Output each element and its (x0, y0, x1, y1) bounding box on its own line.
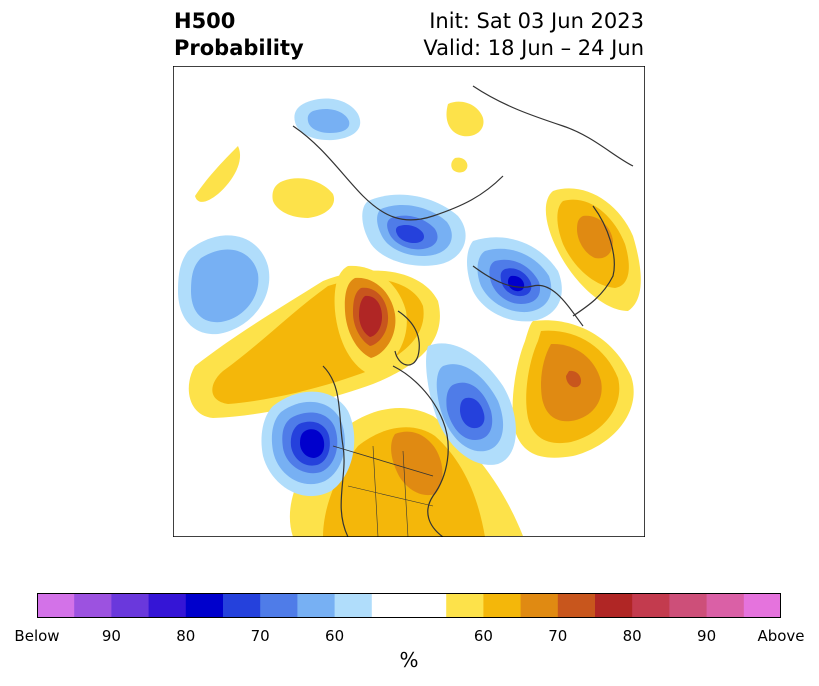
colorbar-frame (37, 593, 781, 618)
coastline-eurasia (472, 85, 634, 167)
border-us-canada (332, 445, 434, 477)
colorbar-tick-label: Below (14, 627, 60, 645)
colorbar-swatch (743, 593, 781, 618)
colorbar-tick-label: 60 (473, 627, 493, 645)
contour-above-80-north (359, 295, 382, 337)
colorbar-swatch (632, 593, 670, 618)
title-line-2: Probability (174, 36, 304, 60)
colorbar-tick-label: 70 (548, 627, 568, 645)
coastline-greenland (394, 310, 420, 366)
date-info: Init: Sat 03 Jun 2023 Valid: 18 Jun – 24… (423, 8, 644, 62)
colorbar-swatch (297, 593, 336, 618)
coastline-east (392, 365, 449, 537)
colorbar-swatch (483, 593, 522, 618)
contour-above-70-asia (577, 215, 613, 259)
colorbar-unit-label: % (399, 648, 419, 672)
colorbar-swatch (185, 593, 224, 618)
colorbar-swatch (706, 593, 745, 618)
coastline-asia (572, 205, 615, 317)
colorbar-swatch (334, 593, 373, 618)
colorbar-tick-label: Above (757, 627, 805, 645)
coastline-arctic (292, 125, 504, 221)
colorbar-swatch (557, 593, 596, 618)
contour-below-65-pacific (191, 249, 259, 323)
map-field (173, 66, 645, 537)
coastline-europe (472, 265, 584, 327)
valid-date-range: Valid: 18 Jun – 24 Jun (423, 36, 644, 60)
map-lines (292, 85, 634, 537)
colorbar-tick-label: 70 (250, 627, 270, 645)
below-normal-contours (178, 98, 562, 497)
colorbar-swatch (520, 593, 559, 618)
contour-above-70-southeast (391, 431, 443, 496)
colorbar-swatch (37, 593, 75, 618)
colorbar-swatch (595, 593, 633, 618)
colorbar-swatch (223, 593, 261, 618)
colorbar (37, 593, 781, 618)
contour-below-75-arctic (395, 224, 424, 243)
init-date: Init: Sat 03 Jun 2023 (429, 9, 644, 33)
colorbar-swatch (409, 593, 447, 618)
title-line-1: H500 (174, 9, 236, 33)
colorbar-tick-label: 90 (101, 627, 121, 645)
colorbar-swatch (148, 593, 187, 618)
colorbar-swatch (371, 593, 410, 618)
contour-above-60-arctic-3 (451, 157, 468, 173)
contour-below-65-north (307, 109, 350, 133)
colorbar-swatch (446, 593, 484, 618)
contour-above-60-arctic-2 (272, 178, 335, 218)
colorbar-tick-label: 80 (176, 627, 196, 645)
coastline-north-america (322, 365, 349, 537)
probability-map (173, 66, 645, 537)
colorbar-tick-label: 60 (325, 627, 345, 645)
contour-below-75-atlantic (460, 397, 485, 429)
contour-above-75-east (566, 370, 581, 388)
chart-title: H500 Probability (174, 8, 304, 62)
colorbar-tick-label: 80 (622, 627, 642, 645)
contour-above-60-pacific (195, 146, 241, 202)
colorbar-tick-label: 90 (697, 627, 717, 645)
contour-below-80-west (300, 429, 325, 458)
colorbar-swatch (260, 593, 298, 618)
colorbar-swatch (669, 593, 708, 618)
above-normal-contours (188, 101, 641, 537)
contour-above-60-arctic-1 (446, 101, 484, 137)
colorbar-swatch (111, 593, 150, 618)
border-us-states (347, 445, 434, 537)
colorbar-swatch (74, 593, 112, 618)
